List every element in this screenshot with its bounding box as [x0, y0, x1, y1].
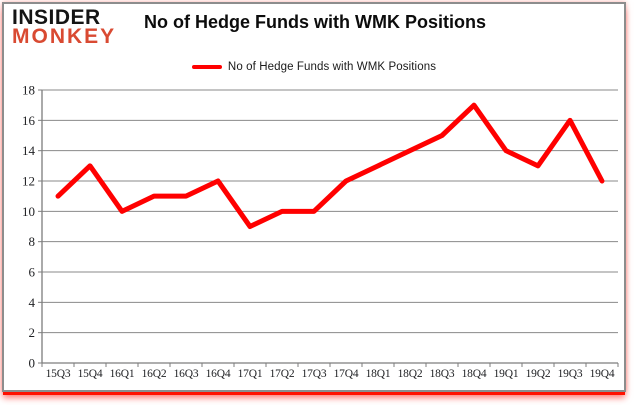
x-axis-tick-label: 18Q1	[366, 368, 391, 380]
x-axis-tick-label: 19Q1	[494, 368, 519, 380]
x-axis-tick-label: 18Q4	[462, 368, 487, 380]
legend-line-swatch	[191, 64, 222, 70]
y-axis-tick-label: 6	[29, 265, 36, 280]
x-axis-tick-label: 16Q3	[174, 368, 199, 380]
chart-title: No of Hedge Funds with WMK Positions	[144, 12, 486, 32]
x-axis-tick-label: 19Q3	[558, 368, 583, 380]
x-axis-tick-label: 16Q4	[206, 368, 231, 380]
legend-label: No of Hedge Funds with WMK Positions	[227, 61, 437, 73]
plot-area: 0 2 4 6 8 10 12 14 16 18 15Q3 15Q4 16Q1 16Q2 16Q3 16Q4 1…	[22, 83, 619, 380]
chart-figure: INSIDER MONKEY No of Hedge Funds with WM…	[2, 2, 626, 392]
x-axis-tick-label: 15Q3	[46, 368, 71, 380]
x-axis-tick-label: 15Q4	[78, 368, 103, 380]
y-axis-tick-label: 12	[22, 174, 35, 189]
logo-line1: INSIDER	[12, 6, 101, 29]
y-axis-tick-label: 2	[29, 325, 36, 340]
x-axis-tick-label: 18Q3	[430, 368, 455, 380]
y-axis-tick-label: 16	[22, 113, 36, 128]
x-axis-tick-label: 19Q4	[590, 368, 615, 380]
x-axis-tick-label: 19Q2	[526, 368, 551, 380]
y-axis-tick-label: 0	[29, 356, 36, 371]
y-axis-tick-label: 18	[22, 83, 35, 98]
x-axis-tick-label: 16Q2	[142, 368, 167, 380]
insider-monkey-logo: INSIDER MONKEY	[12, 6, 117, 48]
y-axis-tick-label: 14	[22, 143, 36, 158]
x-axis-tick-label: 18Q2	[398, 368, 423, 380]
y-axis-tick-label: 4	[29, 295, 36, 310]
logo-line2: MONKEY	[12, 24, 117, 48]
x-axis-tick-label: 17Q4	[334, 368, 359, 380]
legend: No of Hedge Funds with WMK Positions	[4, 61, 624, 73]
hedge-funds-line	[55, 102, 605, 229]
x-axis-tick-label: 17Q3	[302, 368, 327, 380]
x-axis-tick-label: 17Q1	[238, 368, 263, 380]
y-axis-tick-label: 10	[22, 204, 35, 219]
x-axis-tick-label: 17Q2	[270, 368, 295, 380]
x-axis-tick-label: 16Q1	[110, 368, 135, 380]
y-axis-tick-label: 8	[29, 234, 36, 249]
